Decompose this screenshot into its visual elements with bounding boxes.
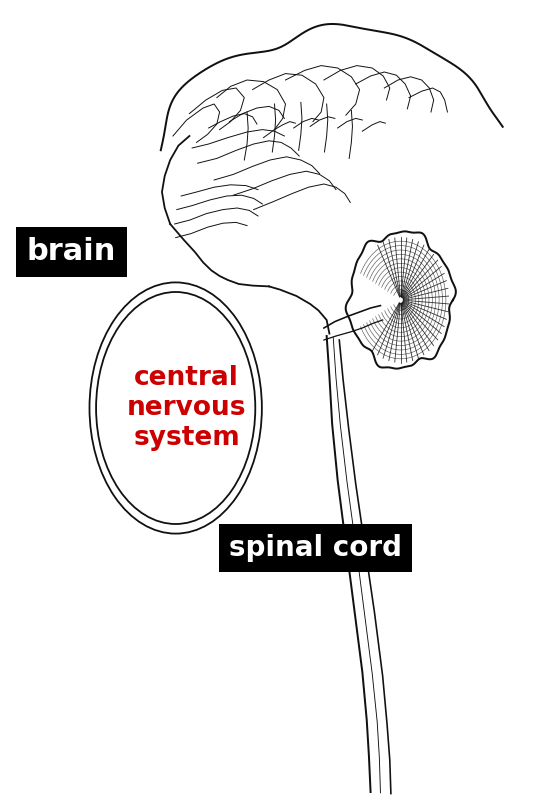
- Text: system: system: [133, 426, 240, 451]
- Text: spinal cord: spinal cord: [229, 534, 402, 562]
- Text: nervous: nervous: [127, 395, 247, 421]
- Text: central: central: [134, 365, 239, 390]
- Text: brain: brain: [27, 238, 116, 266]
